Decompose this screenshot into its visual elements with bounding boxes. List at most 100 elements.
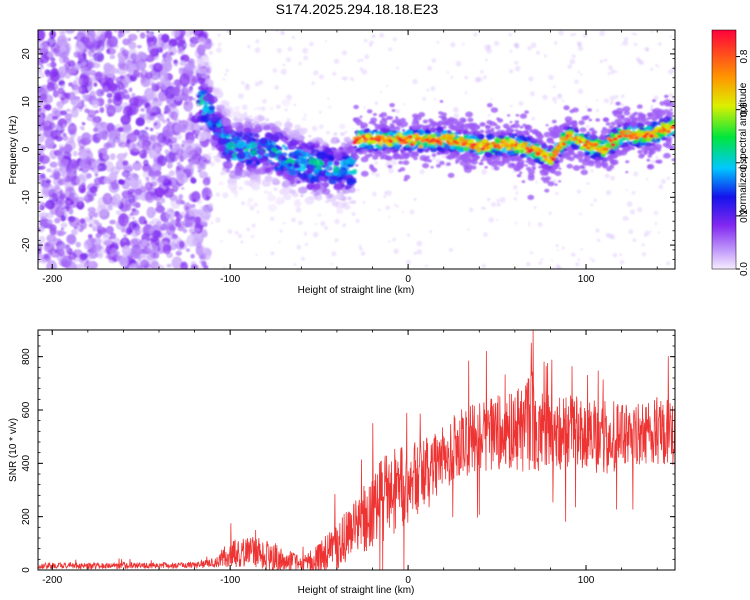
spectrogram-cell xyxy=(617,125,621,128)
spectrogram-cell xyxy=(254,47,261,54)
spectrogram-cell xyxy=(204,163,208,166)
spectrogram-cell xyxy=(59,146,65,153)
spectrogram-cell xyxy=(344,130,348,134)
spectrogram-cell xyxy=(372,34,376,38)
spectrogram-cell xyxy=(153,72,158,75)
spectrogram-cell xyxy=(293,150,301,157)
spectrogram-cell xyxy=(333,58,340,65)
spectrogram-cell xyxy=(284,108,288,112)
spectrogram-cell xyxy=(645,177,649,181)
spectrogram-cell xyxy=(207,262,210,265)
spectrogram-cell xyxy=(306,163,314,170)
spectrogram-cell xyxy=(335,183,343,189)
spectrogram-cell xyxy=(171,30,181,38)
spectrogram-cell xyxy=(270,216,275,221)
spectrogram-cell xyxy=(216,47,222,53)
spectrogram-cell xyxy=(87,234,93,238)
spectrogram-cell xyxy=(524,125,531,130)
colorbar-swatch xyxy=(712,61,736,65)
spectrogram-cell xyxy=(450,146,456,150)
spectrogram-cell xyxy=(411,155,415,158)
spectrogram-cell xyxy=(528,223,531,227)
spectrogram-cell xyxy=(533,148,539,152)
spectrogram-cell xyxy=(365,134,370,139)
spectrogram-cell xyxy=(483,75,487,79)
spectrogram-cell xyxy=(141,142,150,151)
spectrogram-cell xyxy=(431,153,437,157)
colorbar-swatch xyxy=(712,261,736,264)
spectrogram-cell xyxy=(275,170,284,177)
spectrogram-cell xyxy=(374,161,379,165)
spectrogram-cell xyxy=(519,125,524,129)
spectrogram-cell xyxy=(211,123,217,128)
spectrogram-cell xyxy=(580,73,583,76)
spectrogram-cell xyxy=(367,139,373,144)
spectrogram-cell xyxy=(481,263,486,268)
spectrogram-cell xyxy=(58,162,65,169)
spectrogram-cell xyxy=(620,103,625,107)
spectrogram-cell xyxy=(145,72,153,80)
spectrogram-cell xyxy=(318,110,322,114)
spectrogram-cell xyxy=(371,140,377,144)
spectrogram-cell xyxy=(170,196,181,209)
colorbar-swatch xyxy=(712,51,736,55)
spectrogram-cell xyxy=(77,52,81,57)
spectrogram-cell xyxy=(313,159,324,168)
spectrogram-cell xyxy=(490,127,495,131)
spectrogram-cell xyxy=(489,144,494,148)
spectrogram-cell xyxy=(299,173,308,180)
spectrogram-cell xyxy=(355,149,359,153)
spectrogram-cell xyxy=(323,170,327,174)
spectrogram-cell xyxy=(467,117,474,123)
spectrogram-cell xyxy=(389,103,395,108)
spectrogram-cell xyxy=(493,155,497,159)
spectrogram-cell xyxy=(438,115,443,119)
spectrogram-cell xyxy=(118,55,126,63)
spectrogram-cell xyxy=(432,156,436,161)
spectrogram-cell xyxy=(252,172,261,180)
spectrogram-cell xyxy=(608,138,614,143)
spectrogram-cell xyxy=(197,67,207,75)
spectrogram-cell xyxy=(129,74,135,81)
spectrogram-cell xyxy=(201,193,204,196)
colorbar-swatch xyxy=(712,111,736,115)
x-tick-label: 100 xyxy=(578,575,595,586)
spectrogram-cell xyxy=(619,253,623,257)
spectrogram-cell xyxy=(402,129,406,132)
spectrogram-cell xyxy=(177,250,181,254)
colorbar-swatch xyxy=(712,193,736,196)
spectrogram-cell xyxy=(270,251,275,256)
spectrogram-cell xyxy=(86,250,90,253)
spectrogram-cell xyxy=(72,249,83,258)
spectrogram-cell xyxy=(234,195,238,198)
spectrogram-cell xyxy=(195,69,201,74)
spectrogram-cell xyxy=(83,56,87,59)
spectrogram-cell xyxy=(196,61,204,68)
spectrogram-cell xyxy=(342,223,347,228)
spectrogram-cell xyxy=(643,150,648,154)
spectrogram-cell xyxy=(351,200,357,205)
spectrogram-cell xyxy=(262,161,272,169)
spectrogram-cell xyxy=(669,35,672,38)
spectrogram-cell xyxy=(311,81,316,85)
spectrogram-cell xyxy=(251,149,257,155)
spectrogram-cell xyxy=(287,183,291,187)
colorbar-swatch xyxy=(712,59,736,63)
spectrogram-cell xyxy=(464,91,468,95)
spectrogram-cell xyxy=(364,153,371,159)
spectrogram-cell xyxy=(622,215,628,222)
spectrogram-cell xyxy=(166,57,173,63)
spectrogram-cell xyxy=(372,155,379,160)
spectrogram-cell xyxy=(74,41,85,53)
spectrogram-cell xyxy=(271,177,279,184)
spectrogram-cell xyxy=(96,204,108,216)
spectrogram-cell xyxy=(411,120,420,127)
spectrogram-cell xyxy=(563,105,570,111)
spectrogram-cell xyxy=(528,76,534,82)
spectrogram-cell xyxy=(429,230,433,234)
spectrogram-cell xyxy=(595,228,600,233)
spectrogram-cell xyxy=(83,239,93,250)
spectrogram-cell xyxy=(286,94,293,101)
spectrogram-cell xyxy=(596,238,601,242)
spectrogram-cell xyxy=(600,133,604,136)
